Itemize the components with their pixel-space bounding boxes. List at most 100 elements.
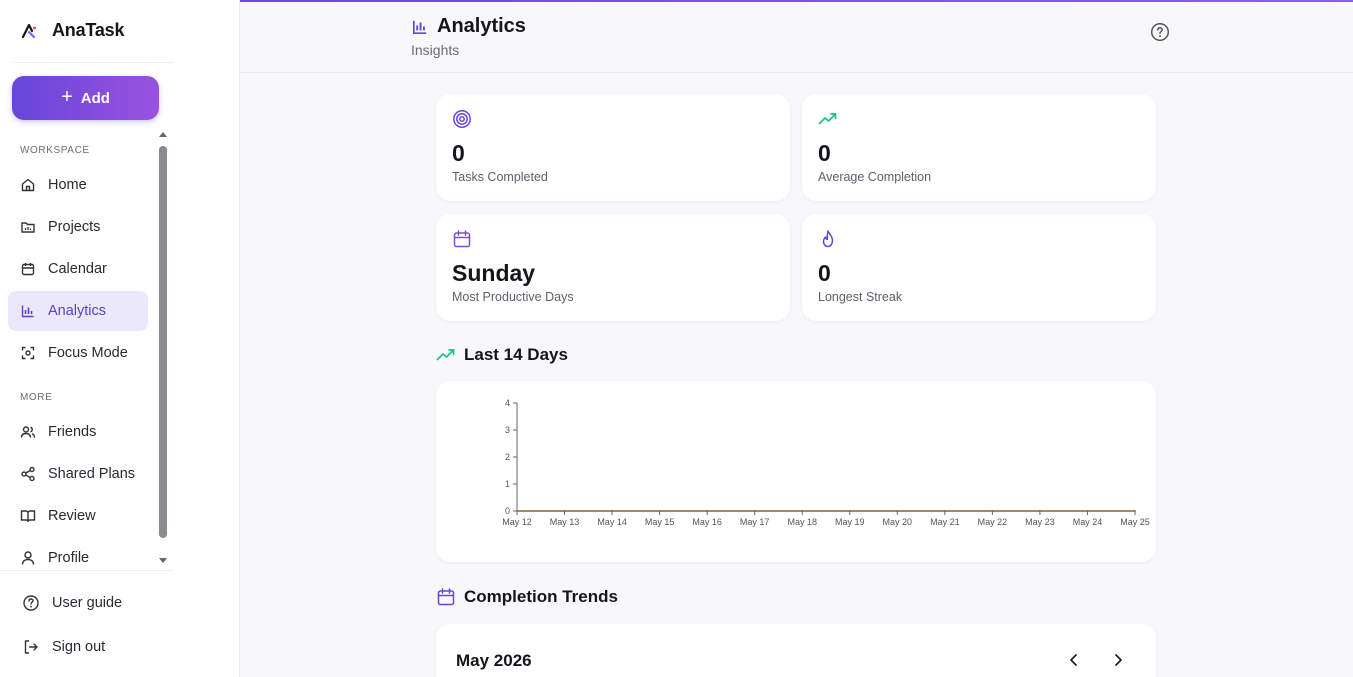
bar-chart-icon [21, 305, 34, 318]
stat-value: 0 [818, 260, 831, 286]
sidebar-item-label: Calendar [48, 261, 107, 277]
stat-label: Tasks Completed [452, 170, 548, 184]
sidebar-item-shared-plans[interactable]: Shared Plans [8, 454, 148, 494]
user-icon [21, 551, 35, 565]
sidebar-item-profile[interactable]: Profile [8, 538, 148, 570]
section-title-completion-trends: Completion Trends [436, 587, 618, 607]
data-point [611, 510, 613, 512]
data-point [658, 510, 661, 512]
data-point [801, 510, 804, 512]
stat-label: Longest Streak [818, 290, 903, 304]
sidebar: AnaTask + Add WORKSPACE Home Projects Ca… [0, 0, 240, 677]
section-title-text: Completion Trends [464, 587, 618, 606]
last-14-days-chart-card: 0 1 2 3 4 May 12 May 13 May 14 May 15 May 16 May 1… [436, 381, 1156, 562]
stat-card-longest-streak: 0 Longest Streak [802, 214, 1156, 321]
line-chart: 0 1 2 3 4 May 12 May 13 May 14 May 15 May 16 May 1… [502, 398, 1150, 527]
log-out-icon [24, 640, 38, 654]
user-guide-link[interactable]: User guide [22, 594, 122, 612]
x-tick-label: May 23 [1025, 517, 1055, 527]
brand-name: AnaTask [52, 20, 125, 40]
chevron-right-icon[interactable] [1110, 652, 1126, 668]
home-icon [21, 178, 35, 192]
data-point [706, 510, 709, 512]
x-tick-label: May 18 [787, 517, 817, 527]
data-point [753, 510, 756, 512]
add-button-label: Add [80, 89, 110, 107]
sidebar-item-review[interactable]: Review [8, 496, 148, 536]
data-point [563, 510, 566, 512]
sidebar-item-friends[interactable]: Friends [8, 412, 148, 452]
completion-calendar-card: May 2026 [436, 624, 1156, 677]
sidebar-item-analytics[interactable]: Analytics [8, 291, 148, 331]
x-tick-label: May 22 [978, 517, 1008, 527]
sidebar-item-label: Analytics [48, 303, 107, 319]
x-tick-label: May 24 [1073, 517, 1103, 527]
x-tick-label: May 15 [645, 517, 675, 527]
book-open-icon [20, 510, 36, 523]
stat-card-average-completion: 0 Average Completion [802, 94, 1156, 201]
data-point [1134, 510, 1136, 512]
calendar-icon [21, 263, 35, 276]
x-tick-label: May 19 [835, 517, 865, 527]
sidebar-item-label: Profile [48, 550, 90, 566]
stat-label: Average Completion [818, 170, 932, 184]
sidebar-item-home[interactable]: Home [8, 165, 148, 205]
calendar-icon [453, 230, 471, 248]
plus-icon: + [61, 86, 73, 108]
x-tick-label: May 14 [597, 517, 627, 527]
data-point [516, 510, 518, 512]
chevron-left-icon[interactable] [1066, 652, 1082, 668]
x-tick-label: May 12 [502, 517, 532, 527]
user-guide-label: User guide [52, 595, 123, 611]
data-point [991, 510, 994, 512]
y-tick-label: 1 [505, 479, 510, 489]
y-tick-label: 2 [505, 452, 510, 462]
x-tick-label: May 13 [550, 517, 580, 527]
sidebar-item-calendar[interactable]: Calendar [8, 249, 148, 289]
page-title: Analytics [411, 15, 526, 38]
sidebar-item-label: Projects [48, 219, 101, 235]
stat-value: 0 [452, 140, 465, 166]
sidebar-item-projects[interactable]: Projects [8, 207, 148, 247]
logo-icon [22, 23, 36, 38]
data-point [1086, 510, 1089, 512]
section-label-workspace: WORKSPACE [20, 145, 90, 156]
scroll-down-arrow[interactable] [159, 558, 167, 563]
share-icon [21, 466, 35, 482]
scroll-up-arrow[interactable] [159, 132, 167, 137]
data-point [1039, 510, 1041, 512]
target-icon [453, 110, 471, 128]
stat-card-most-productive-days: Sunday Most Productive Days [436, 214, 790, 321]
divider [0, 570, 174, 571]
sign-out-button[interactable]: Sign out [22, 638, 105, 656]
y-tick-label: 0 [505, 506, 510, 516]
data-point [848, 510, 851, 512]
x-tick-label: May 21 [930, 517, 960, 527]
sidebar-item-label: Focus Mode [48, 345, 128, 361]
sidebar-item-label: Home [48, 177, 87, 193]
x-tick-label: May 17 [740, 517, 770, 527]
stat-value: Sunday [452, 260, 536, 286]
bar-chart-icon [412, 20, 427, 34]
folder-chart-icon [21, 222, 35, 233]
add-button[interactable]: + Add [12, 76, 159, 120]
sign-out-label: Sign out [52, 639, 106, 655]
stat-label: Most Productive Days [452, 290, 574, 304]
x-tick-label: May 25 [1120, 517, 1150, 527]
trending-up-icon [818, 113, 837, 125]
page-title-text: Analytics [437, 15, 526, 37]
scroll-thumb[interactable] [159, 146, 167, 538]
section-title-last-14-days: Last 14 Days [436, 345, 568, 365]
sidebar-scrollbar[interactable] [158, 132, 168, 568]
focus-icon [21, 346, 35, 360]
top-accent-bar [240, 0, 1353, 2]
divider [12, 62, 174, 63]
sidebar-item-label: Friends [48, 424, 97, 440]
trending-up-icon [436, 349, 455, 361]
sidebar-item-label: Shared Plans [48, 466, 136, 482]
flame-icon [822, 230, 834, 248]
sidebar-item-focus-mode[interactable]: Focus Mode [8, 333, 148, 373]
help-icon[interactable] [1150, 22, 1170, 42]
x-tick-label: May 20 [883, 517, 913, 527]
brand[interactable]: AnaTask [22, 20, 124, 41]
